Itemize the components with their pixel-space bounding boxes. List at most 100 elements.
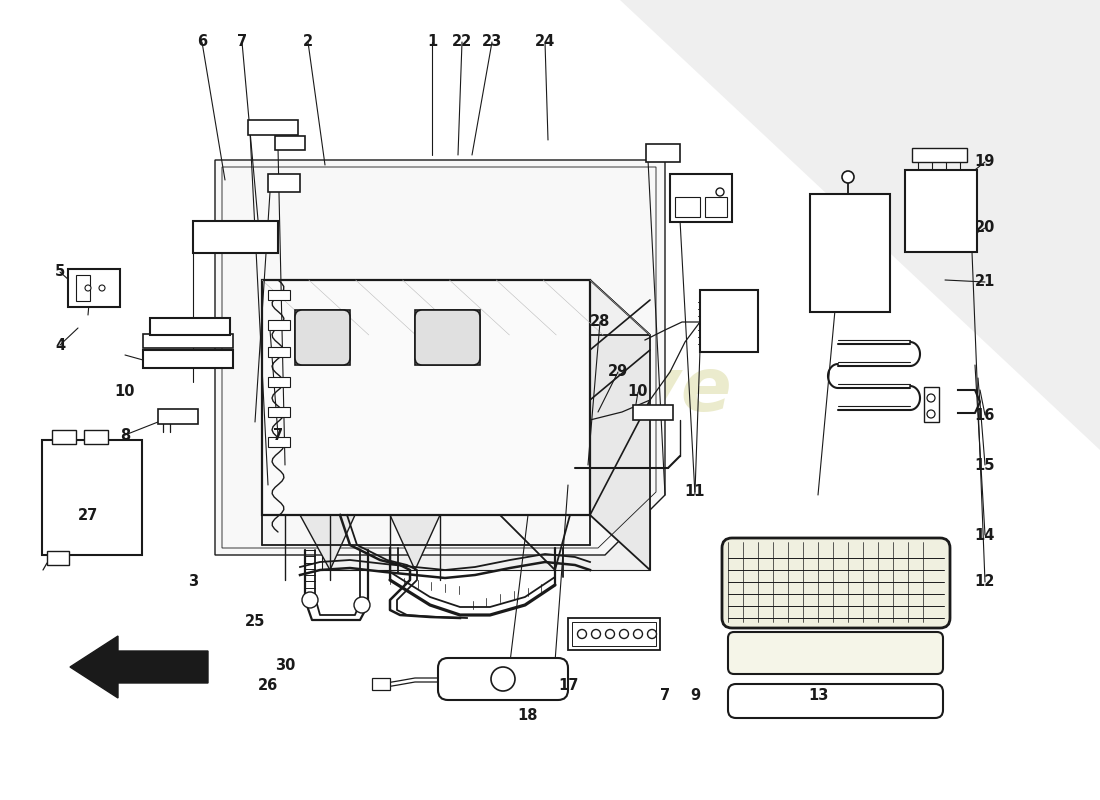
Text: 13: 13 bbox=[807, 687, 828, 702]
Polygon shape bbox=[670, 0, 1100, 40]
Circle shape bbox=[619, 630, 628, 638]
Bar bbox=[670, 174, 732, 222]
Circle shape bbox=[354, 597, 370, 613]
Bar bbox=[275, 136, 305, 150]
Bar bbox=[924, 387, 939, 422]
Circle shape bbox=[85, 285, 91, 291]
Polygon shape bbox=[300, 515, 355, 570]
Text: 16: 16 bbox=[975, 407, 996, 422]
Text: 20: 20 bbox=[975, 221, 996, 235]
Circle shape bbox=[99, 285, 104, 291]
Text: 5: 5 bbox=[55, 265, 65, 279]
Polygon shape bbox=[390, 515, 440, 570]
Bar bbox=[262, 280, 590, 515]
Text: 17: 17 bbox=[558, 678, 579, 693]
Bar bbox=[76, 275, 90, 301]
Text: 7: 7 bbox=[236, 34, 248, 50]
Bar bbox=[568, 618, 660, 650]
Text: 21: 21 bbox=[975, 274, 996, 290]
Bar bbox=[84, 430, 108, 444]
Bar bbox=[143, 350, 233, 368]
Polygon shape bbox=[700, 0, 1100, 90]
Bar bbox=[68, 269, 120, 307]
Text: 18: 18 bbox=[518, 707, 538, 722]
Bar bbox=[268, 174, 300, 192]
Bar bbox=[810, 194, 890, 312]
Circle shape bbox=[491, 667, 515, 691]
Circle shape bbox=[302, 592, 318, 608]
FancyBboxPatch shape bbox=[438, 658, 568, 700]
Text: 12: 12 bbox=[975, 574, 996, 590]
Bar bbox=[572, 622, 656, 646]
Bar bbox=[268, 290, 290, 300]
Text: 27: 27 bbox=[78, 507, 98, 522]
Bar bbox=[905, 170, 977, 252]
Text: 9: 9 bbox=[690, 687, 700, 702]
Text: 30: 30 bbox=[275, 658, 295, 673]
Circle shape bbox=[648, 630, 657, 638]
Circle shape bbox=[716, 188, 724, 196]
Bar bbox=[700, 290, 758, 352]
Bar bbox=[268, 347, 290, 357]
Circle shape bbox=[842, 171, 854, 183]
FancyBboxPatch shape bbox=[722, 538, 950, 628]
Circle shape bbox=[927, 410, 935, 418]
Circle shape bbox=[927, 394, 935, 402]
Polygon shape bbox=[214, 160, 666, 555]
Polygon shape bbox=[262, 280, 650, 335]
Bar bbox=[42, 440, 142, 555]
Text: 11: 11 bbox=[684, 485, 705, 499]
Polygon shape bbox=[295, 310, 350, 365]
Bar bbox=[632, 405, 673, 420]
Text: 1: 1 bbox=[427, 34, 437, 50]
Circle shape bbox=[634, 630, 642, 638]
Text: euromotive: euromotive bbox=[249, 354, 732, 426]
Polygon shape bbox=[590, 280, 650, 570]
Bar bbox=[705, 197, 727, 217]
FancyBboxPatch shape bbox=[728, 684, 943, 718]
Text: 23: 23 bbox=[482, 34, 502, 50]
Polygon shape bbox=[415, 310, 480, 365]
Polygon shape bbox=[322, 335, 650, 570]
Text: 15: 15 bbox=[975, 458, 996, 473]
Bar bbox=[158, 409, 198, 424]
FancyBboxPatch shape bbox=[295, 310, 350, 365]
Text: a passion since 1985: a passion since 1985 bbox=[333, 428, 627, 452]
Text: 25: 25 bbox=[245, 614, 265, 630]
Text: 2: 2 bbox=[302, 34, 313, 50]
Text: 29: 29 bbox=[608, 365, 628, 379]
Bar bbox=[268, 377, 290, 387]
Bar bbox=[675, 197, 700, 217]
Text: 8: 8 bbox=[120, 427, 130, 442]
Bar bbox=[143, 334, 233, 348]
Text: 19: 19 bbox=[975, 154, 996, 170]
Bar bbox=[646, 144, 680, 162]
Text: 4: 4 bbox=[55, 338, 65, 353]
Bar bbox=[268, 320, 290, 330]
Bar bbox=[52, 430, 76, 444]
FancyBboxPatch shape bbox=[415, 310, 480, 365]
Bar bbox=[150, 318, 230, 335]
Text: 28: 28 bbox=[590, 314, 610, 330]
Circle shape bbox=[592, 630, 601, 638]
Polygon shape bbox=[730, 0, 1100, 110]
Bar bbox=[268, 407, 290, 417]
FancyArrow shape bbox=[70, 636, 208, 698]
Bar bbox=[912, 148, 967, 162]
Text: 6: 6 bbox=[197, 34, 207, 50]
Circle shape bbox=[605, 630, 615, 638]
Bar bbox=[268, 437, 290, 447]
Text: 7: 7 bbox=[660, 687, 670, 702]
Text: 7: 7 bbox=[273, 427, 283, 442]
Bar bbox=[372, 678, 390, 690]
Text: 3: 3 bbox=[188, 574, 198, 590]
Polygon shape bbox=[620, 0, 1100, 450]
Text: 22: 22 bbox=[452, 34, 472, 50]
Text: 10: 10 bbox=[114, 385, 135, 399]
Text: 24: 24 bbox=[535, 34, 556, 50]
FancyBboxPatch shape bbox=[728, 632, 943, 674]
Text: 26: 26 bbox=[257, 678, 278, 693]
Text: 14: 14 bbox=[975, 527, 996, 542]
Bar bbox=[47, 551, 69, 565]
Text: 10: 10 bbox=[628, 385, 648, 399]
